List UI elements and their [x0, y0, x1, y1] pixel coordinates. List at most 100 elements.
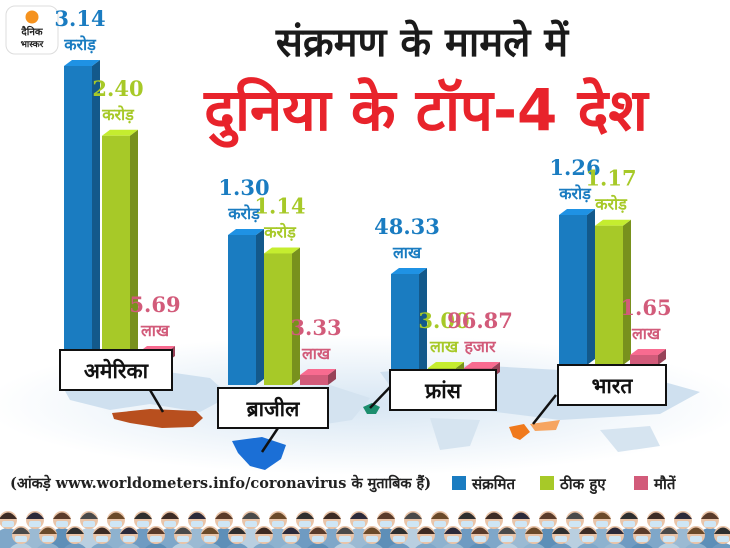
person-body	[361, 543, 383, 548]
person-hair	[431, 512, 449, 519]
bar	[559, 215, 587, 365]
person-hair	[552, 527, 570, 534]
person-hair	[39, 527, 57, 534]
source-note: (आंकड़े www.worldometers.info/coronaviru…	[10, 474, 431, 493]
person-mask	[204, 536, 216, 542]
bar-side	[587, 209, 595, 365]
bar-side	[658, 349, 666, 365]
bar-top	[559, 209, 595, 215]
legend: संक्रमित ठीक हुए मौतें	[452, 475, 677, 495]
person-mask	[191, 521, 203, 527]
person-body	[334, 543, 356, 548]
person-body	[604, 543, 626, 548]
bar-top	[428, 362, 464, 368]
person-hair	[255, 527, 273, 534]
person-body	[523, 543, 545, 548]
person-hair	[647, 512, 665, 519]
person-mask	[110, 521, 122, 527]
person-body	[64, 543, 86, 548]
data-label-value: 1.17	[585, 166, 636, 191]
person-hair	[336, 527, 354, 534]
data-label-value: 3.33	[290, 315, 341, 340]
data-label-value: 2.40	[92, 76, 143, 101]
person-hair	[593, 512, 611, 519]
bar	[300, 375, 328, 385]
person-mask	[164, 521, 176, 527]
person-mask	[380, 521, 392, 527]
data-label-unit: करोड़	[227, 204, 261, 223]
country-label-box	[59, 349, 173, 391]
pointer-line	[148, 389, 165, 413]
person-mask	[393, 536, 405, 542]
bar-top	[630, 349, 666, 355]
data-label-value: 3.00	[418, 308, 469, 333]
country-label: अमेरिका	[84, 358, 150, 383]
person-mask	[245, 521, 257, 527]
person-mask	[258, 536, 270, 542]
person-hair	[147, 527, 165, 534]
person-mask	[650, 521, 662, 527]
person-hair	[66, 527, 84, 534]
person-hair	[188, 512, 206, 519]
person-mask	[29, 521, 41, 527]
data-label-value: 1.26	[549, 155, 600, 180]
person-mask	[582, 536, 594, 542]
person-mask	[488, 521, 500, 527]
person-body	[145, 543, 167, 548]
country-group: 48.33 लाख 3.00 लाख 96.87 हजार फ्रांस	[369, 214, 513, 411]
bar-side	[292, 247, 300, 385]
legend-label: संक्रमित	[471, 475, 517, 493]
person-hair	[309, 527, 327, 534]
data-label-unit: लाख	[301, 344, 331, 363]
bar-side	[623, 219, 631, 365]
person-hair	[26, 512, 44, 519]
bar-side	[92, 60, 100, 362]
data-label-unit: करोड़	[101, 105, 135, 124]
person-hair	[53, 512, 71, 519]
person-hair	[539, 512, 557, 519]
bar	[595, 225, 623, 365]
person-mask	[15, 536, 27, 542]
person-hair	[390, 527, 408, 534]
person-mask	[555, 536, 567, 542]
country-label-box	[217, 387, 329, 429]
person-hair	[498, 527, 516, 534]
person-mask	[690, 536, 702, 542]
person-body	[685, 543, 707, 548]
bar-side	[256, 229, 264, 385]
person-hair	[566, 512, 584, 519]
bar-groups: 3.14 करोड़ 2.40 करोड़ 5.69 लाख अमेरिका 1.30 करोड…	[54, 6, 672, 453]
person-hair	[296, 512, 314, 519]
bar-side	[130, 129, 138, 362]
pointer-line	[260, 427, 280, 453]
logo-text-line2: भास्कर	[21, 40, 44, 50]
page-title: संक्रमण के मामले में	[275, 19, 570, 66]
bar-top	[64, 60, 100, 66]
person-hair	[0, 512, 17, 519]
person-hair	[471, 527, 489, 534]
person-mask	[326, 521, 338, 527]
person-mask	[339, 536, 351, 542]
person-hair	[201, 527, 219, 534]
data-label-unit: करोड़	[558, 184, 592, 203]
person-hair	[633, 527, 651, 534]
person-mask	[609, 536, 621, 542]
person-mask	[596, 521, 608, 527]
person-mask	[420, 536, 432, 542]
person-hair	[134, 512, 152, 519]
page-subtitle: दुनिया के टॉप-4 देश	[203, 76, 650, 148]
person-mask	[123, 536, 135, 542]
person-hair	[606, 527, 624, 534]
person-mask	[299, 521, 311, 527]
data-label-unit: लाख	[429, 337, 459, 356]
legend-swatch	[452, 476, 466, 490]
person-hair	[350, 512, 368, 519]
data-label-value: 5.69	[129, 292, 180, 317]
legend-label: मौतें	[653, 475, 677, 493]
bar-top	[464, 362, 500, 368]
person-mask	[636, 536, 648, 542]
person-mask	[137, 521, 149, 527]
